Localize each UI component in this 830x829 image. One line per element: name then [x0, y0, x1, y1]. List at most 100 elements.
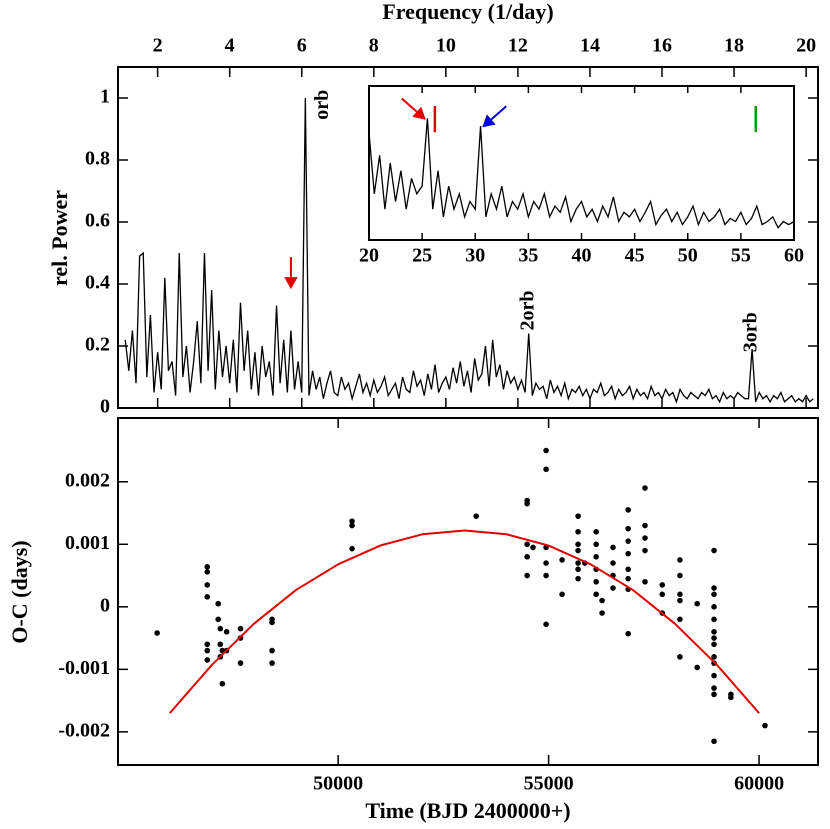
data-point — [625, 507, 631, 513]
data-point — [599, 597, 605, 604]
data-point — [593, 541, 599, 548]
y-tick-label: 0.001 — [65, 532, 110, 554]
data-point — [625, 550, 631, 557]
data-point — [269, 660, 275, 666]
x-tick-label: 16 — [652, 35, 672, 57]
data-point — [625, 525, 631, 532]
data-point — [677, 597, 683, 604]
data-point — [711, 616, 717, 623]
data-point — [543, 447, 549, 454]
data-point — [659, 591, 666, 598]
arrow — [482, 105, 507, 128]
plot-frame — [117, 66, 819, 409]
data-point — [217, 641, 224, 648]
data-point — [524, 541, 530, 548]
data-point — [215, 616, 221, 623]
data-point — [711, 672, 717, 679]
data-point — [349, 545, 355, 552]
data-point — [711, 654, 717, 660]
x-tick-label: 60000 — [734, 773, 784, 795]
data-point — [593, 591, 599, 598]
data-point — [711, 604, 717, 610]
data-point — [349, 522, 355, 529]
x-tick-label: 30 — [465, 245, 485, 267]
data-point — [625, 566, 631, 573]
data-point — [575, 541, 581, 548]
data-point — [610, 585, 616, 591]
data-point — [711, 629, 717, 635]
data-point — [694, 600, 700, 607]
data-point — [711, 738, 717, 745]
data-point — [677, 591, 683, 598]
data-point — [204, 564, 211, 570]
data-point — [593, 579, 599, 585]
x-axis-label: Time (BJD 2400000+) — [365, 798, 570, 823]
data-point — [625, 538, 631, 544]
data-point — [711, 591, 717, 598]
peak-label: 2orb — [516, 291, 538, 331]
data-point — [543, 621, 549, 628]
data-point — [204, 569, 211, 575]
y-tick-label: 0 — [100, 594, 110, 616]
data-point — [762, 722, 768, 729]
spectrum-line — [124, 97, 814, 404]
data-point — [575, 560, 581, 566]
data-point — [625, 630, 631, 637]
data-point — [677, 557, 683, 563]
x-tick-label: 10 — [436, 35, 456, 57]
x-tick-label: 2 — [153, 35, 163, 57]
plot-frame — [368, 85, 795, 241]
data-point — [694, 664, 700, 671]
y-tick-label: 0 — [100, 396, 110, 418]
x-tick-label: 4 — [225, 35, 235, 57]
spectrum-line — [368, 118, 795, 229]
data-point — [711, 641, 717, 648]
x-tick-label: 20 — [359, 245, 379, 267]
data-point — [610, 544, 616, 551]
x-tick-label: 40 — [572, 245, 592, 267]
fit-curve — [169, 529, 760, 714]
y-tick-label: 0.6 — [85, 210, 110, 232]
data-point — [625, 575, 631, 582]
data-point — [223, 629, 230, 635]
data-point — [204, 641, 211, 648]
data-point — [711, 635, 717, 641]
data-point — [677, 616, 683, 623]
data-point — [575, 566, 581, 573]
y-axis-label: rel. Power — [47, 190, 72, 286]
data-point — [473, 513, 480, 519]
peak-label: 3orb — [740, 312, 762, 352]
data-point — [575, 513, 581, 519]
data-point — [217, 625, 224, 632]
data-point — [269, 647, 275, 654]
data-point — [642, 522, 648, 529]
plot-frame — [117, 417, 819, 766]
data-point — [543, 466, 549, 473]
data-point — [711, 585, 717, 591]
data-point — [599, 610, 605, 616]
data-point — [154, 630, 160, 636]
data-point — [575, 547, 581, 554]
data-point — [642, 579, 648, 585]
y-tick-label: 1 — [100, 86, 110, 108]
arrow — [284, 257, 298, 290]
data-point — [524, 554, 530, 560]
y-tick-label: -0.002 — [58, 719, 110, 741]
data-point — [642, 547, 648, 554]
data-point — [711, 685, 717, 691]
x-axis-label: Frequency (1/day) — [382, 0, 553, 24]
x-tick-label: 18 — [724, 35, 744, 57]
x-tick-label: 6 — [297, 35, 307, 57]
x-tick-label: 25 — [412, 245, 432, 267]
x-tick-label: 55 — [731, 245, 751, 267]
data-point — [524, 572, 530, 579]
data-point — [711, 691, 717, 698]
data-point — [237, 660, 244, 666]
arrow — [401, 97, 426, 120]
data-point — [642, 485, 648, 491]
data-point — [349, 518, 355, 524]
data-point — [215, 600, 221, 607]
x-tick-label: 12 — [508, 35, 528, 57]
data-point — [575, 575, 581, 582]
data-point — [269, 619, 275, 626]
